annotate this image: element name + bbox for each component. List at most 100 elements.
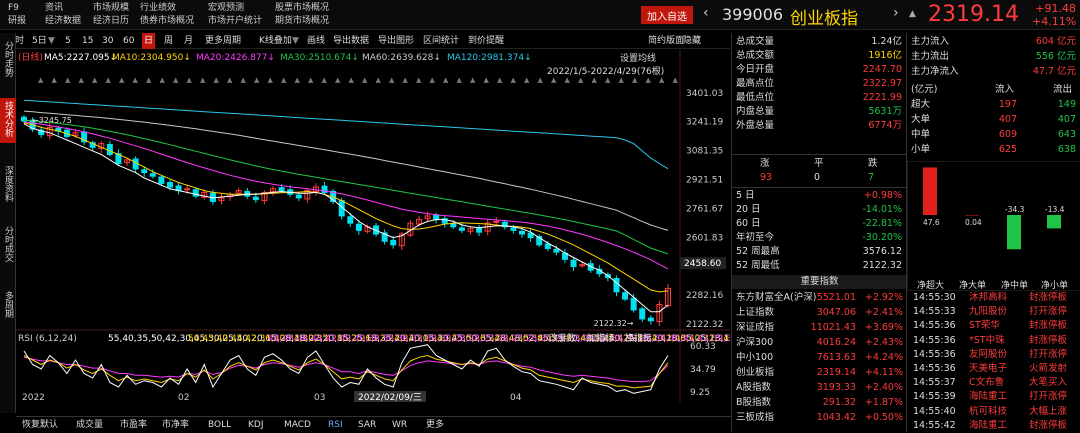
toolbar-item-14[interactable]: 区间统计 — [423, 36, 460, 46]
event-marker[interactable]: ▲ — [173, 76, 179, 84]
event-marker[interactable]: ▲ — [308, 76, 314, 84]
indicator-tab-8[interactable]: SAR — [358, 420, 377, 430]
index-row[interactable]: 创业板指 2319.14 +4.11% — [732, 366, 907, 380]
event-marker[interactable]: ▲ — [241, 76, 247, 84]
event-marker[interactable]: ▲ — [254, 76, 260, 84]
event-marker[interactable]: ▲ — [119, 76, 125, 84]
indicator-tab-5[interactable]: KDJ — [248, 420, 264, 430]
candlestick-chart[interactable]: (日线) MA5:2227.095↓MA10:2304.950↓ MA20:2426… — [16, 50, 1080, 416]
tick-event-row[interactable]: 14:55:30 沐邦高科 封涨停板 — [907, 291, 1080, 305]
event-marker[interactable]: ▲ — [673, 76, 679, 84]
event-marker[interactable]: ▲ — [403, 76, 409, 84]
event-marker[interactable]: ▲ — [497, 76, 503, 84]
dropdown-triangle-icon[interactable]: ▲ — [909, 9, 916, 19]
event-marker[interactable]: ▲ — [268, 76, 274, 84]
event-marker[interactable]: ▲ — [376, 76, 382, 84]
index-row[interactable]: A股指数 3193.33 +2.40% — [732, 381, 907, 395]
indicator-tab-7[interactable]: RSI — [328, 420, 343, 430]
event-marker[interactable]: ▲ — [457, 76, 463, 84]
indicator-tab-0[interactable]: 恢复默认 — [22, 420, 59, 430]
event-marker[interactable]: ▲ — [443, 76, 449, 84]
toolbar-item-5[interactable]: 60 — [123, 36, 135, 46]
event-marker[interactable]: ▲ — [349, 76, 355, 84]
index-row[interactable]: 沪深300 4016.24 +2.43% — [732, 336, 907, 350]
event-marker[interactable]: ▲ — [524, 76, 530, 84]
index-row[interactable]: 三板成指 1043.42 +0.50% — [732, 411, 907, 425]
indicator-tab-3[interactable]: 市净率 — [162, 420, 190, 430]
tick-event-row[interactable]: 14:55:40 杭可科技 大幅上涨 — [907, 405, 1080, 419]
event-marker[interactable]: ▲ — [214, 76, 220, 84]
menu-econ-calendar[interactable]: 经济日历 — [93, 16, 130, 26]
index-row[interactable]: 上证指数 3047.06 +2.41% — [732, 306, 907, 320]
event-marker[interactable]: ▲ — [511, 76, 517, 84]
toolbar-item-6[interactable]: 日 — [142, 33, 156, 49]
side-tab-1[interactable]: 技术分析 — [0, 98, 16, 143]
tick-event-row[interactable]: 14:55:33 九阳股份 打开涨停 — [907, 305, 1080, 319]
event-marker[interactable]: ▲ — [52, 76, 58, 84]
event-marker[interactable]: ▲ — [416, 76, 422, 84]
event-marker[interactable]: ▲ — [565, 76, 571, 84]
menu-econ-data[interactable]: 经济数据 — [45, 16, 82, 26]
event-marker[interactable]: ▲ — [65, 76, 71, 84]
index-row[interactable]: 东方财富全A(沪深) 5521.01 +2.92% — [732, 291, 907, 305]
indicator-tab-2[interactable]: 市盈率 — [120, 420, 148, 430]
toolbar-item-17[interactable]: 隐藏 — [683, 36, 702, 46]
toolbar-item-4[interactable]: 30 — [102, 36, 114, 46]
tick-event-row[interactable]: 14:55:36 友阿股份 打开涨停 — [907, 348, 1080, 362]
prev-arrow-icon[interactable]: ‹ — [703, 5, 709, 21]
menu-futures-overview[interactable]: 期货市场概况 — [275, 16, 330, 26]
add-favorite-button[interactable]: 加入自选 — [641, 6, 693, 24]
event-marker[interactable]: ▲ — [389, 76, 395, 84]
event-marker[interactable]: ▲ — [187, 76, 193, 84]
menu-macro-forecast[interactable]: 宏观预测 — [208, 3, 245, 13]
rsi-switch-button[interactable]: 换指标 — [625, 332, 652, 344]
tick-event-row[interactable]: 14:55:39 海陆重工 打开涨停 — [907, 390, 1080, 404]
side-tab-3[interactable]: 分时成交 — [0, 223, 16, 268]
event-marker[interactable]: ▲ — [362, 76, 368, 84]
event-marker[interactable]: ▲ — [646, 76, 652, 84]
tick-event-row[interactable]: 14:55:37 C文布鲁 大笔买入 — [907, 376, 1080, 390]
toolbar-item-16[interactable]: 简约版面 — [648, 36, 685, 46]
next-arrow-icon[interactable]: › — [893, 5, 899, 21]
tick-event-row[interactable]: 14:55:42 海陆重工 封涨停板 — [907, 419, 1080, 433]
toolbar-item-11[interactable]: 画线 — [307, 36, 326, 46]
menu-f9[interactable]: F9 — [8, 3, 19, 13]
event-marker[interactable]: ▲ — [484, 76, 490, 84]
event-marker[interactable]: ▲ — [160, 76, 166, 84]
event-marker[interactable]: ▲ — [592, 76, 598, 84]
indicator-tab-9[interactable]: WR — [392, 420, 408, 430]
tick-event-row[interactable]: 14:55:36 *ST中珠 封涨停板 — [907, 334, 1080, 348]
event-marker[interactable]: ▲ — [200, 76, 206, 84]
event-marker[interactable]: ▲ — [578, 76, 584, 84]
toolbar-item-1[interactable]: 5日 — [32, 36, 47, 46]
event-marker[interactable]: ▲ — [92, 76, 98, 84]
event-marker[interactable]: ▲ — [335, 76, 341, 84]
indicator-tab-10[interactable]: 更多 — [426, 420, 445, 430]
side-tab-0[interactable]: 分时走势 — [0, 38, 16, 83]
toolbar-item-9[interactable]: 更多周期 — [205, 36, 242, 46]
toolbar-item-10[interactable]: K线叠加 — [259, 36, 292, 46]
index-row[interactable]: 深证成指 11021.43 +3.69% — [732, 321, 907, 335]
tick-event-row[interactable]: 14:55:36 ST荣华 封涨停板 — [907, 319, 1080, 333]
indicator-tab-1[interactable]: 成交量 — [76, 420, 104, 430]
indicator-tab-4[interactable]: BOLL — [208, 420, 232, 430]
toolbar-item-2[interactable]: 5 — [65, 36, 71, 46]
event-marker[interactable]: ▲ — [659, 76, 665, 84]
event-marker[interactable]: ▲ — [38, 76, 44, 84]
menu-market-scale[interactable]: 市场规模 — [93, 3, 130, 13]
tick-event-row[interactable]: 14:55:36 天美电子 火箭发射 — [907, 362, 1080, 376]
toolbar-item-12[interactable]: 导出数据 — [333, 36, 370, 46]
toolbar-item-3[interactable]: 15 — [82, 36, 94, 46]
index-row[interactable]: 中小100 7613.63 +4.24% — [732, 351, 907, 365]
event-marker[interactable]: ▲ — [430, 76, 436, 84]
event-marker[interactable]: ▲ — [322, 76, 328, 84]
menu-industry-perf[interactable]: 行业绩效 — [140, 3, 177, 13]
event-marker[interactable]: ▲ — [106, 76, 112, 84]
event-marker[interactable]: ▲ — [605, 76, 611, 84]
menu-research[interactable]: 研报 — [8, 16, 27, 26]
toolbar-item-15[interactable]: 到价提醒 — [468, 36, 505, 46]
event-marker[interactable]: ▲ — [227, 76, 233, 84]
event-marker[interactable]: ▲ — [295, 76, 301, 84]
toolbar-item-7[interactable]: 周 — [164, 36, 174, 46]
indicator-tab-6[interactable]: MACD — [284, 420, 311, 430]
